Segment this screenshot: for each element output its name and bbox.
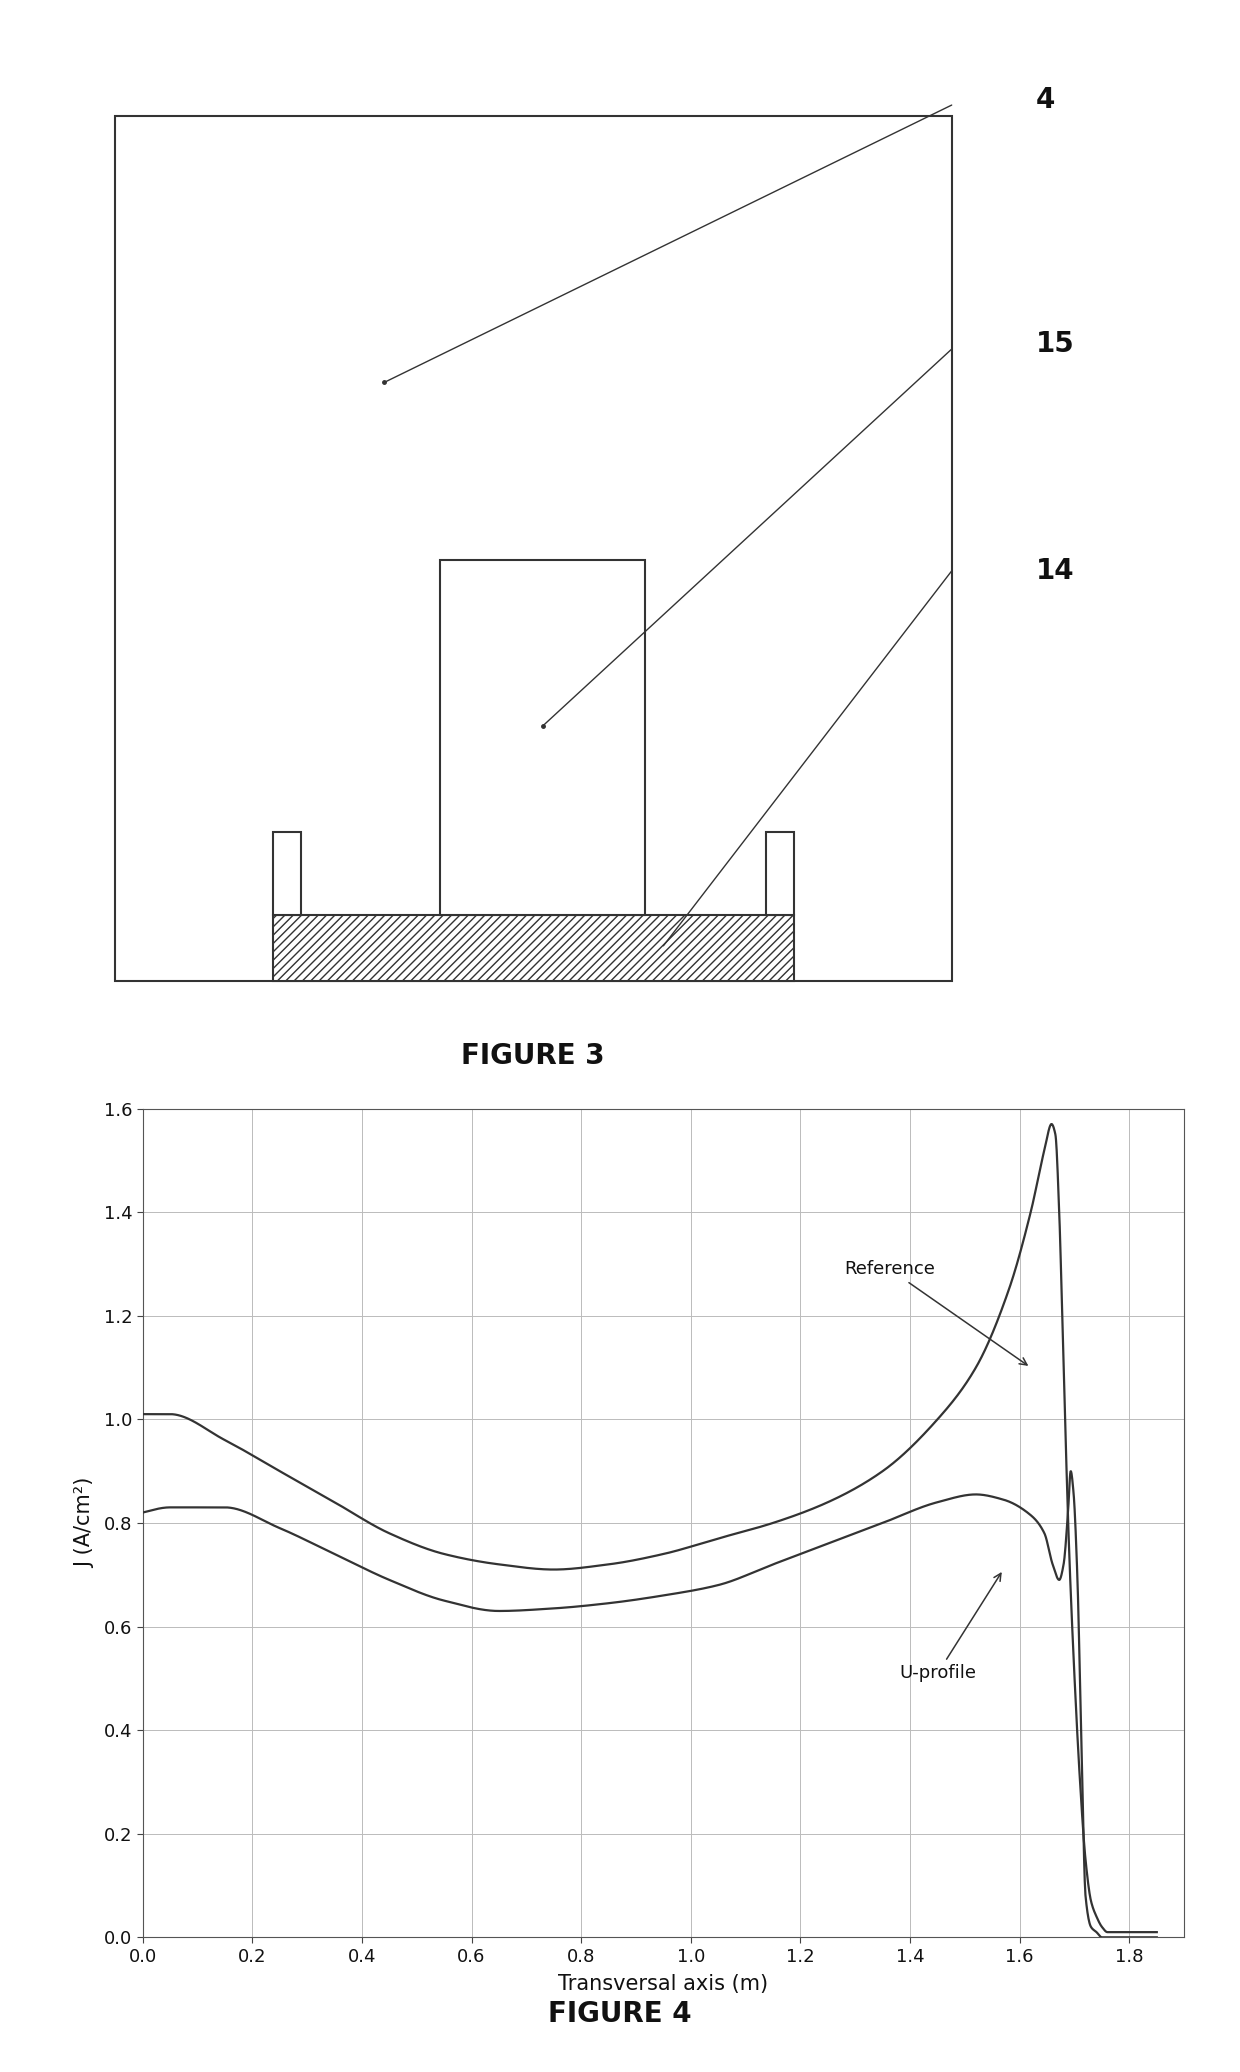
Text: U-profile: U-profile [899,1573,1001,1682]
Bar [273,831,300,914]
Bar [440,559,645,914]
Text: 14: 14 [1035,557,1074,584]
Text: 4: 4 [1035,85,1055,114]
Text: FIGURE 3: FIGURE 3 [461,1042,605,1071]
Text: Reference: Reference [844,1260,1027,1365]
Text: FIGURE 4: FIGURE 4 [548,1999,692,2028]
Bar [273,914,794,982]
Text: 15: 15 [1035,329,1074,358]
Y-axis label: J (A/cm²): J (A/cm²) [76,1477,95,1569]
X-axis label: Transversal axis (m): Transversal axis (m) [558,1975,769,1993]
Bar [766,831,794,914]
